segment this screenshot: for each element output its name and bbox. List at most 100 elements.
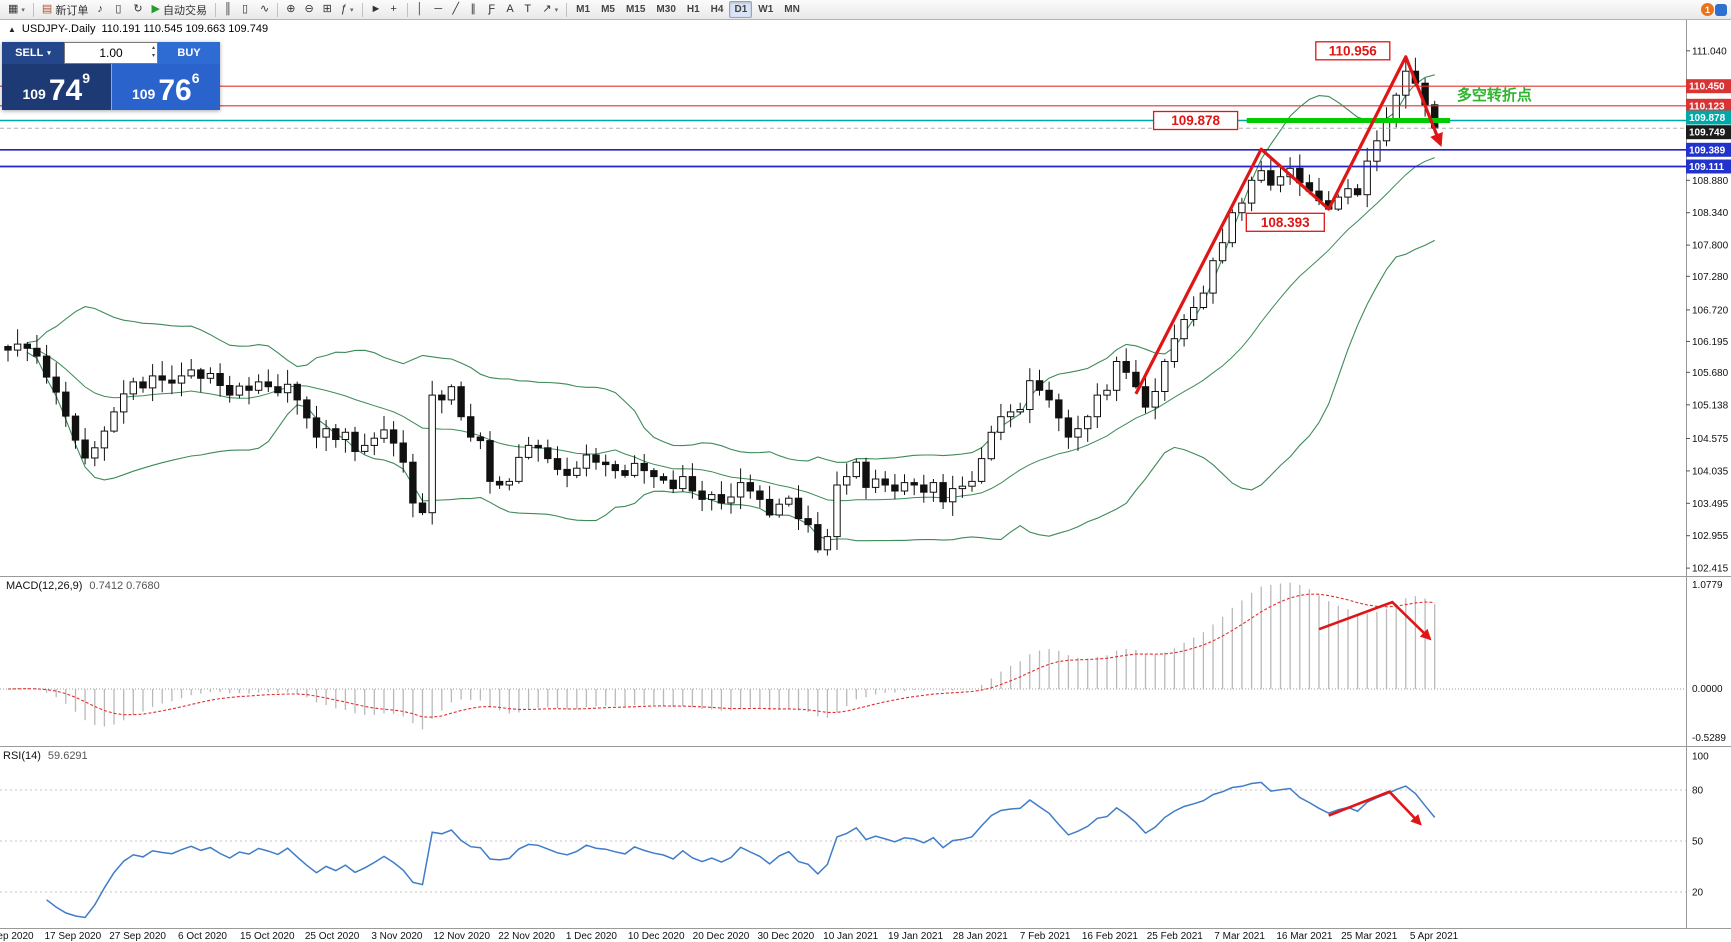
timeframe-m1[interactable]: M1 — [576, 4, 591, 15]
svg-text:104.575: 104.575 — [1692, 434, 1729, 445]
fibonacci-icon[interactable]: Ƒ — [484, 1, 501, 18]
svg-text:108.393: 108.393 — [1261, 215, 1310, 230]
candlestick-series — [4, 55, 1439, 556]
svg-text:27 Sep 2020: 27 Sep 2020 — [109, 931, 166, 942]
timeframe-w1[interactable]: W1 — [758, 4, 774, 15]
fibonacci-icon-icon: Ƒ — [488, 3, 496, 15]
timeframe-d1[interactable]: D1 — [729, 1, 753, 18]
arrows-icon: ↗ — [542, 3, 552, 15]
svg-text:110.123: 110.123 — [1689, 101, 1725, 112]
svg-text:107.280: 107.280 — [1692, 272, 1729, 283]
svg-text:1.0779: 1.0779 — [1692, 580, 1723, 591]
buy-price-button[interactable]: 109 76 6 — [111, 64, 220, 110]
tile-windows-icon[interactable]: ⊞ — [319, 1, 336, 18]
toolbar-separator — [361, 2, 363, 17]
buy-button[interactable]: BUY — [158, 42, 220, 64]
rsi-pane-label: RSI(14) 59.6291 — [3, 750, 88, 762]
chart-window-icon[interactable]: ▯ — [111, 1, 128, 18]
indicators-icon: ƒ — [340, 3, 348, 15]
timeframe-h1[interactable]: H1 — [686, 4, 700, 15]
lot-increase-button[interactable]: ▴ — [151, 45, 155, 51]
notifications-badge[interactable]: 1 — [1701, 3, 1714, 16]
svg-text:5 Apr 2021: 5 Apr 2021 — [1410, 931, 1459, 942]
svg-text:109.878: 109.878 — [1171, 113, 1220, 128]
zoom-out-icon[interactable]: ⊖ — [300, 1, 317, 18]
turning-point-label[interactable]: 多空转折点 — [1457, 86, 1532, 104]
text-icon-icon: A — [506, 3, 514, 15]
macd-trend-arrow[interactable] — [1318, 600, 1432, 641]
indicators-menu-caret-icon: ▾ — [350, 6, 354, 14]
sound-alert-icon[interactable]: ♪ — [93, 1, 110, 18]
timeframe-h4[interactable]: H4 — [710, 4, 724, 15]
price-axis[interactable]: 111.040 108.880 108.340 107.800 107.280 106.7… — [1686, 46, 1729, 575]
new-chart-menu[interactable]: ▦ ▾ — [4, 1, 29, 18]
price-callout-109.878[interactable]: 109.878 — [1152, 110, 1239, 131]
arrows-menu[interactable]: ↗ ▾ — [538, 1, 562, 18]
refresh-icon[interactable]: ↻ — [129, 1, 146, 18]
channel-icon[interactable]: ∥ — [466, 1, 483, 18]
new-order-icon: ▤ — [41, 3, 53, 15]
symbol-label: USDJPY-.Daily — [21, 23, 96, 35]
cursor-icon[interactable]: ► — [367, 1, 386, 18]
timeframe-m30[interactable]: M30 — [656, 4, 676, 15]
timeframe-mn[interactable]: MN — [784, 4, 800, 15]
channel-icon-icon: ∥ — [470, 3, 476, 15]
svg-text:106.720: 106.720 — [1692, 305, 1729, 316]
horizontal-line-icon[interactable]: ─ — [430, 1, 447, 18]
svg-text:20: 20 — [1692, 888, 1704, 899]
svg-text:109.389: 109.389 — [1689, 145, 1726, 156]
toolbar-separator — [32, 2, 34, 17]
time-axis[interactable]: 8 Sep 2020 17 Sep 2020 27 Sep 2020 6 Oct 20… — [0, 931, 1459, 942]
chart-info-line: ▲ USDJPY-.Daily 110.191 110.545 109.663 … — [8, 23, 268, 35]
community-icon[interactable] — [1715, 3, 1727, 16]
autotrading-button[interactable]: ▶ 自动交易 — [148, 1, 211, 18]
rsi-trend-arrow[interactable] — [1328, 790, 1422, 826]
macd-histogram — [16, 582, 1436, 730]
text-icon[interactable]: A — [502, 1, 519, 18]
trend-zigzag-arrow[interactable] — [1134, 55, 1443, 395]
price-tag-109.389: 109.389 — [1686, 142, 1731, 157]
price-tag-109.749: 109.749 — [1686, 125, 1731, 140]
toolbar-separator — [566, 2, 568, 17]
macd-scale[interactable]: 1.0779 0.0000 -0.5289 — [1692, 580, 1726, 744]
crosshair-icon[interactable]: + — [386, 1, 403, 18]
rsi-scale[interactable]: 100 80 50 20 — [1692, 752, 1709, 899]
indicators-menu[interactable]: ƒ ▾ — [337, 1, 358, 18]
zoom-out-icon-icon: ⊖ — [304, 3, 314, 15]
bar-chart-icon[interactable]: ║ — [220, 1, 237, 18]
new-chart-icon: ▦ — [8, 3, 19, 15]
macd-indicator-values: 0.7412 0.7680 — [89, 580, 160, 592]
sell-price-point: 9 — [82, 70, 91, 86]
price-callout-108.393[interactable]: 108.393 — [1245, 212, 1325, 232]
new-order-button[interactable]: ▤ 新订单 — [38, 1, 92, 18]
bar-chart-icon-icon: ║ — [224, 3, 232, 15]
svg-text:106.195: 106.195 — [1692, 337, 1729, 348]
sell-button[interactable]: SELL ▾ — [2, 42, 64, 64]
svg-text:-0.5289: -0.5289 — [1692, 733, 1726, 744]
sell-price-button[interactable]: 109 74 9 — [2, 64, 112, 110]
trendline-icon[interactable]: ╱ — [448, 1, 465, 18]
lot-size-value: 1.00 — [99, 46, 123, 60]
macd-indicator-name: MACD(12,26,9) — [6, 580, 83, 592]
zoom-in-icon[interactable]: ⊕ — [282, 1, 299, 18]
svg-text:3 Nov 2020: 3 Nov 2020 — [371, 931, 423, 942]
line-chart-icon[interactable]: ∿ — [256, 1, 273, 18]
timeframe-m15[interactable]: M15 — [625, 4, 646, 15]
lot-size-input[interactable]: 1.00 ▴ ▾ — [64, 42, 158, 64]
buy-button-label: BUY — [177, 47, 201, 59]
svg-text:80: 80 — [1692, 786, 1704, 797]
candlestick-chart-icon[interactable]: ▯ — [238, 1, 255, 18]
lot-steppers: ▴ ▾ — [152, 44, 155, 60]
timeframe-m5[interactable]: M5 — [601, 4, 615, 15]
autotrading-icon: ▶ — [151, 3, 161, 15]
one-click-trading-panel: SELL ▾ 1.00 ▴ ▾ BUY 109 74 9 109 — [2, 42, 220, 110]
sell-options-caret-icon[interactable]: ▾ — [47, 50, 51, 57]
sell-price-lead: 109 — [22, 86, 46, 102]
text-label-icon[interactable]: T — [520, 1, 537, 18]
vertical-line-icon[interactable]: │ — [412, 1, 429, 18]
lot-decrease-button[interactable]: ▾ — [151, 53, 155, 59]
buy-price-lead: 109 — [131, 86, 156, 102]
price-callout-110.956[interactable]: 110.956 — [1315, 41, 1391, 61]
